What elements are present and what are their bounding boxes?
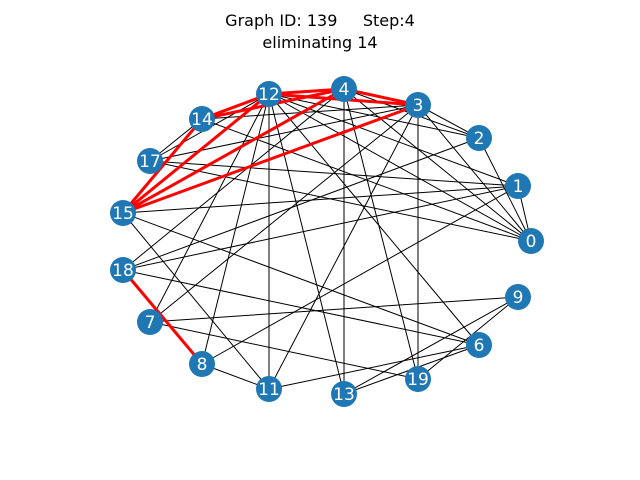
edge-2-18 (122, 137, 480, 271)
edge-1-18 (122, 185, 519, 271)
node-18: 18 (110, 257, 136, 283)
edge-1-8 (201, 185, 519, 365)
edge-15-6 (122, 212, 480, 346)
node-label: 18 (112, 261, 134, 281)
node-14: 14 (189, 106, 215, 132)
node-label: 0 (526, 232, 537, 252)
node-circle (256, 81, 282, 107)
edge-4-19 (343, 88, 419, 380)
edge-7-9 (149, 296, 519, 323)
node-12: 12 (256, 81, 282, 107)
edge-14-3 (201, 104, 419, 120)
title-line-2: eliminating 14 (262, 33, 378, 52)
edge-12-8 (201, 93, 270, 365)
node-circle (405, 366, 431, 392)
node-label: 1 (513, 177, 524, 197)
highlighted-edge-14-15 (121, 117, 204, 215)
node-label: 19 (407, 370, 429, 390)
highlighted-edge-15-3 (121, 103, 420, 215)
node-label: 11 (258, 380, 280, 400)
node-6: 6 (466, 332, 492, 358)
node-label: 6 (474, 336, 485, 356)
title-line-1: Graph ID: 139 Step:4 (225, 11, 415, 30)
node-circle (505, 284, 531, 310)
edge-12-7 (149, 93, 270, 323)
edge-4-18 (122, 88, 345, 271)
edge-2-0 (478, 137, 532, 242)
node-circle (189, 106, 215, 132)
node-13: 13 (331, 381, 357, 407)
node-label: 8 (197, 355, 208, 375)
edge-7-19 (149, 321, 419, 380)
node-circle (331, 76, 357, 102)
node-3: 3 (405, 92, 431, 118)
node-0: 0 (518, 228, 544, 254)
edge-15-11 (122, 212, 270, 390)
node-label: 9 (513, 288, 524, 308)
node-circle (405, 92, 431, 118)
edge-15-1 (122, 185, 519, 214)
node-9: 9 (505, 284, 531, 310)
node-label: 4 (339, 80, 350, 100)
edge-3-0 (417, 104, 532, 242)
node-4: 4 (331, 76, 357, 102)
node-circle (137, 148, 163, 174)
node-circle (518, 228, 544, 254)
node-8: 8 (189, 351, 215, 377)
node-label: 2 (474, 129, 485, 149)
node-circle (137, 309, 163, 335)
edge-17-0 (149, 160, 532, 242)
node-11: 11 (256, 376, 282, 402)
edge-4-0 (343, 88, 532, 242)
node-label: 13 (333, 385, 355, 405)
edge-17-1 (149, 160, 519, 187)
highlighted-edge-18-8 (121, 268, 204, 366)
edge-3-11 (268, 104, 419, 390)
edge-3-7 (149, 104, 419, 323)
node-circle (466, 125, 492, 151)
node-7: 7 (137, 309, 163, 335)
edge-9-13 (343, 296, 519, 395)
node-circle (505, 173, 531, 199)
node-circle (110, 257, 136, 283)
node-1: 1 (505, 173, 531, 199)
edge-18-6 (122, 269, 480, 346)
node-label: 14 (191, 110, 213, 130)
highlighted-edge-15-4 (121, 87, 346, 215)
node-label: 12 (258, 85, 280, 105)
node-19: 19 (405, 366, 431, 392)
node-circle (331, 381, 357, 407)
edge-12-13 (268, 93, 345, 395)
edge-11-6 (268, 344, 480, 390)
node-17: 17 (137, 148, 163, 174)
node-label: 3 (413, 96, 424, 116)
figure-title: Graph ID: 139 Step:4 eliminating 14 (0, 10, 640, 54)
node-label: 7 (145, 313, 156, 333)
highlighted-edge-15-12 (121, 92, 271, 215)
node-circle (189, 351, 215, 377)
node-15: 15 (110, 200, 136, 226)
node-2: 2 (466, 125, 492, 151)
node-circle (256, 376, 282, 402)
edge-9-19 (417, 296, 519, 380)
node-circle (110, 200, 136, 226)
edge-3-17 (149, 104, 419, 162)
node-label: 17 (139, 152, 161, 172)
edge-12-2 (268, 93, 480, 139)
edge-12-6 (268, 93, 480, 346)
node-circle (466, 332, 492, 358)
node-label: 15 (112, 204, 134, 224)
